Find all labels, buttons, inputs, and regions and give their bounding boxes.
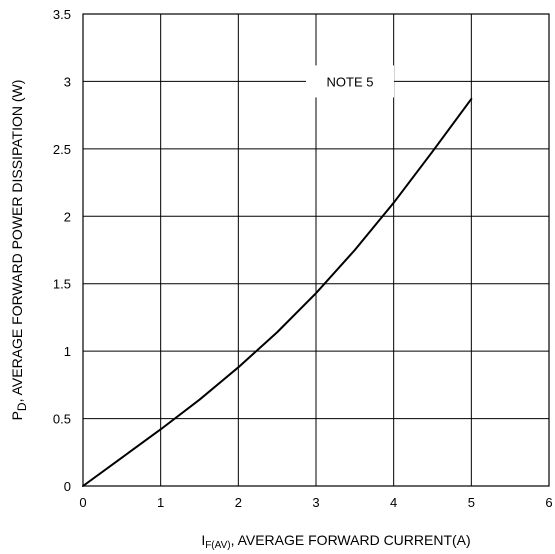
y-tick-label: 1: [64, 344, 71, 359]
y-tick-label: 3.5: [53, 7, 71, 22]
plot-frame: [82, 13, 550, 487]
x-tick-label: 3: [312, 495, 319, 510]
x-axis-label-subscript: F(AV): [205, 540, 230, 551]
x-tick-label: 4: [390, 495, 397, 510]
y-tick-label: 0: [64, 479, 71, 494]
x-axis-label-text: , AVERAGE FORWARD CURRENT(A): [231, 532, 471, 548]
y-axis-label-subscript: D: [15, 402, 29, 411]
y-axis-label: PD, AVERAGE FORWARD POWER DISSIPATION (W…: [9, 80, 29, 421]
y-axis-label-text: , AVERAGE FORWARD POWER DISSIPATION (W): [9, 80, 25, 403]
x-tick-label: 0: [79, 495, 86, 510]
x-tick-label: 2: [235, 495, 242, 510]
note-annotation: NOTE 5: [306, 65, 394, 98]
series-group: [82, 97, 473, 487]
x-axis-label-symbol: I: [201, 532, 205, 548]
y-tick-label: 2.5: [53, 142, 71, 157]
y-tick-label: 3: [64, 74, 71, 89]
note-label: NOTE 5: [327, 74, 374, 89]
x-axis-label: IF(AV), AVERAGE FORWARD CURRENT(A): [201, 532, 470, 551]
y-tick-label: 0.5: [53, 412, 71, 427]
y-tick-label: 2: [64, 209, 71, 224]
x-tick-labels: 0 1 2 3 4 5 6: [79, 495, 552, 510]
x-tick-label: 6: [545, 495, 552, 510]
x-tick-label: 5: [468, 495, 475, 510]
y-tick-labels: 0 0.5 1 1.5 2 2.5 3 3.5: [53, 7, 71, 494]
note-background: [306, 65, 394, 98]
y-tick-label: 1.5: [53, 277, 71, 292]
series-line: [82, 97, 473, 487]
y-axis-label-symbol: P: [9, 411, 25, 420]
x-tick-label: 1: [157, 495, 164, 510]
